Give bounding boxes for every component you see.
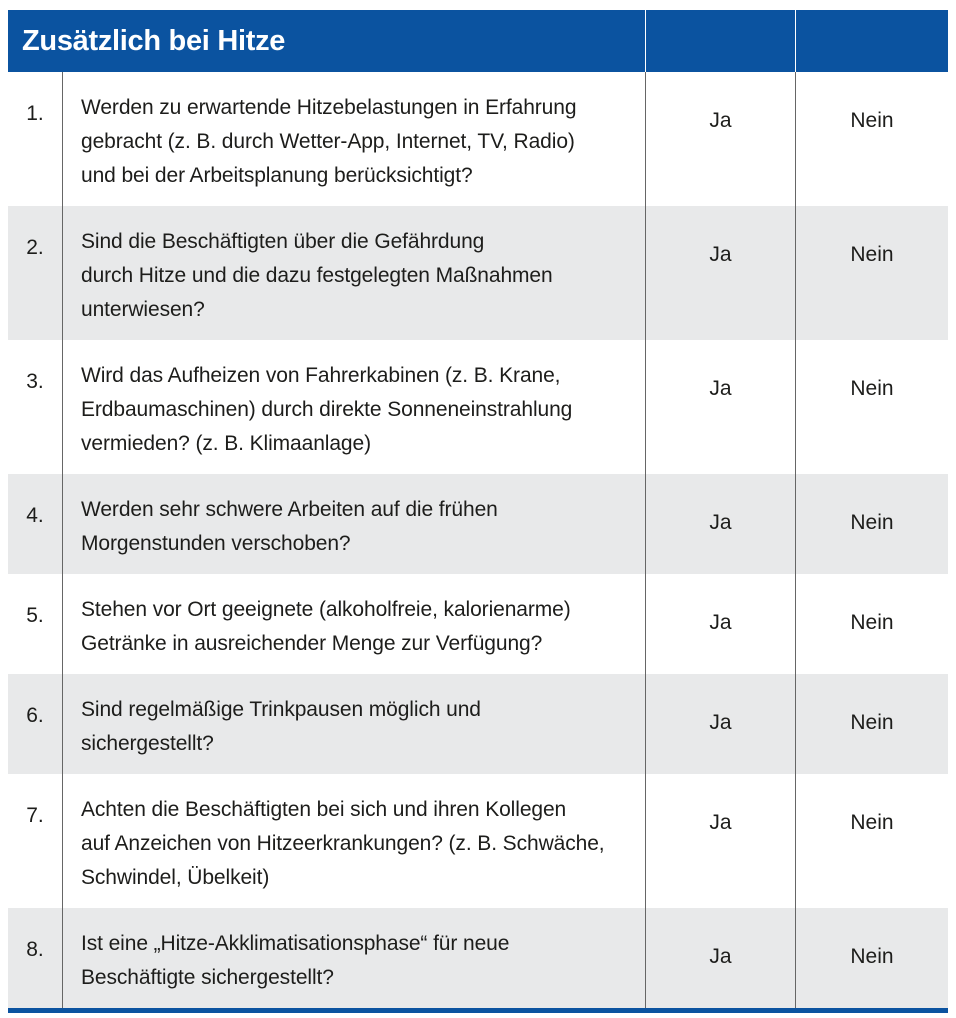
checklist-table: Zusätzlich bei Hitze 1. Werden zu erwart… [8, 10, 948, 1013]
question-text: Sind die Beschäftigten über die Gefährdu… [62, 206, 645, 340]
table-row: 7. Achten die Beschäftigten bei sich und… [8, 774, 948, 908]
row-number: 2. [26, 236, 44, 259]
question-text: Stehen vor Ort geeignete (alkoholfreie, … [62, 574, 645, 674]
table-row: 5. Stehen vor Ort geeignete (alkoholfrei… [8, 574, 948, 674]
answer-nein[interactable]: Nein [795, 206, 948, 340]
row-number: 5. [26, 604, 44, 627]
row-number: 8. [26, 938, 44, 961]
answer-ja[interactable]: Ja [645, 674, 795, 774]
row-number: 1. [26, 102, 44, 125]
answer-nein[interactable]: Nein [795, 908, 948, 1008]
table-row: 1. Werden zu erwartende Hitzebelastungen… [8, 72, 948, 206]
question-text: Werden zu erwartende Hitzebelastungen in… [62, 72, 645, 206]
question-text: Ist eine „Hitze-Akklimatisationsphase“ f… [62, 908, 645, 1008]
table-row: 8. Ist eine „Hitze-Akklimatisationsphase… [8, 908, 948, 1008]
table-row: 4. Werden sehr schwere Arbeiten auf die … [8, 474, 948, 574]
row-number: 4. [26, 504, 44, 527]
answer-nein[interactable]: Nein [795, 474, 948, 574]
question-text: Achten die Beschäftigten bei sich und ih… [62, 774, 645, 908]
answer-ja[interactable]: Ja [645, 72, 795, 206]
question-text: Wird das Aufheizen von Fahrerkabinen (z.… [62, 340, 645, 474]
answer-ja[interactable]: Ja [645, 474, 795, 574]
answer-nein[interactable]: Nein [795, 72, 948, 206]
table-row: 3. Wird das Aufheizen von Fahrerkabinen … [8, 340, 948, 474]
header-nein-cell [795, 10, 948, 72]
row-number: 3. [26, 370, 44, 393]
row-number: 7. [26, 804, 44, 827]
table-row: 6. Sind regelmäßige Trinkpausen möglich … [8, 674, 948, 774]
row-number: 6. [26, 704, 44, 727]
answer-nein[interactable]: Nein [795, 340, 948, 474]
answer-ja[interactable]: Ja [645, 574, 795, 674]
answer-ja[interactable]: Ja [645, 206, 795, 340]
answer-ja[interactable]: Ja [645, 774, 795, 908]
answer-nein[interactable]: Nein [795, 674, 948, 774]
question-text: Sind regelmäßige Trinkpausen möglich und… [62, 674, 645, 774]
answer-nein[interactable]: Nein [795, 774, 948, 908]
checklist-rows: 1. Werden zu erwartende Hitzebelastungen… [8, 72, 948, 1008]
table-header-row: Zusätzlich bei Hitze [8, 10, 948, 72]
answer-ja[interactable]: Ja [645, 908, 795, 1008]
question-text: Werden sehr schwere Arbeiten auf die frü… [62, 474, 645, 574]
table-row: 2. Sind die Beschäftigten über die Gefäh… [8, 206, 948, 340]
answer-ja[interactable]: Ja [645, 340, 795, 474]
answer-nein[interactable]: Nein [795, 574, 948, 674]
header-ja-cell [645, 10, 795, 72]
table-title: Zusätzlich bei Hitze [22, 25, 286, 57]
bottom-rule [8, 1008, 948, 1013]
